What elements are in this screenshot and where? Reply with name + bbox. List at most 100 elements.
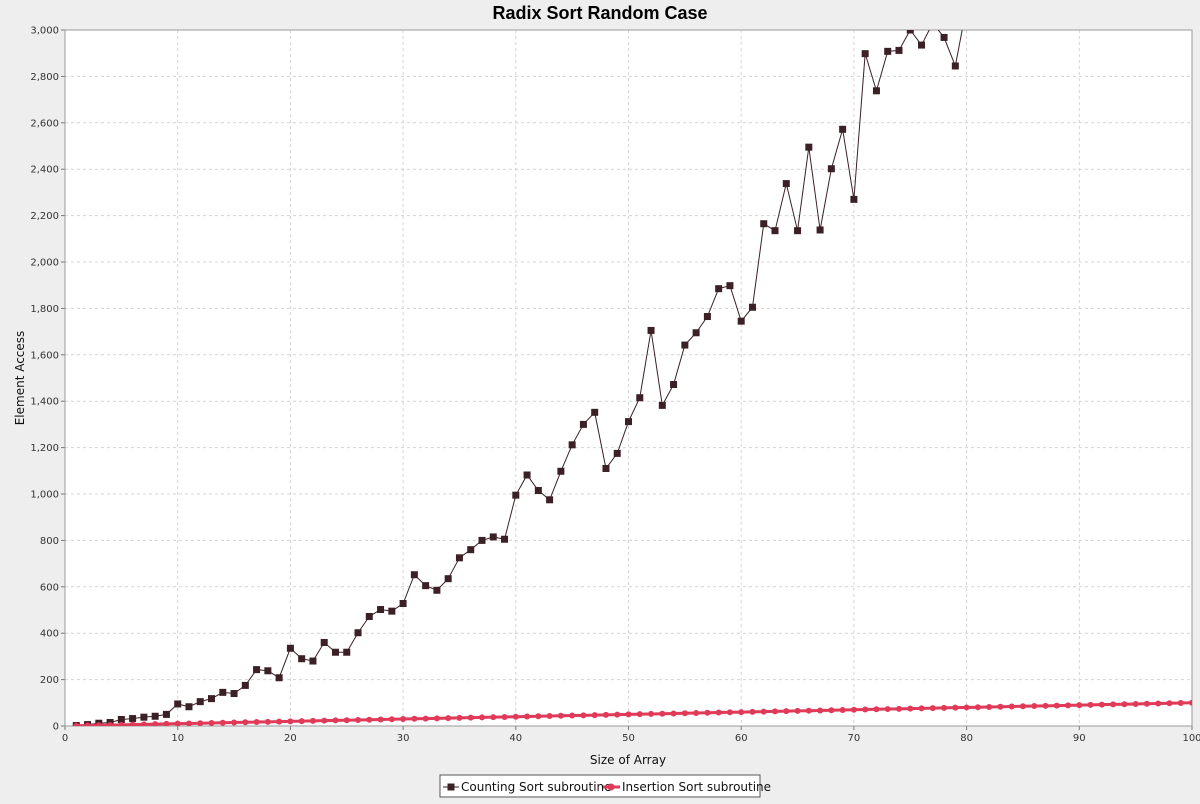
data-point [1143,700,1150,707]
series-counting-sort-subroutine [72,30,963,726]
data-point [242,719,249,726]
data-point [681,710,688,717]
data-point [501,535,509,543]
data-point [1121,701,1128,708]
data-point [332,717,339,724]
x-tick-label: 0 [62,733,68,744]
data-point [298,718,305,725]
data-point [365,612,373,620]
data-point [636,394,644,402]
data-point [986,703,993,710]
y-tick-label: 0 [53,722,59,733]
data-point [287,718,294,725]
data-point [501,713,508,720]
data-point [411,715,418,722]
data-point [1189,699,1192,706]
data-point [1031,703,1038,710]
data-point [794,707,801,714]
data-point [276,718,283,725]
data-point [546,713,553,720]
data-point [275,674,283,682]
data-point [726,282,734,290]
data-point [873,706,880,713]
data-point [748,303,756,311]
data-point [715,709,722,716]
data-point [400,716,407,723]
data-point [940,33,948,41]
data-point [129,721,136,726]
data-point [817,707,824,714]
data-point [152,721,159,726]
data-point [321,717,328,724]
y-tick-label: 2,400 [30,165,59,176]
legend-box [439,774,761,798]
data-point [118,721,125,726]
data-point [839,706,846,713]
data-point [816,226,824,234]
data-point [692,329,700,337]
data-point [422,582,430,590]
data-point [1155,700,1162,707]
y-tick-label: 1,600 [30,350,59,361]
data-point [963,704,970,711]
data-point [231,719,238,726]
data-point [117,716,125,724]
data-point [1053,702,1060,709]
data-point [151,712,159,720]
data-point [783,708,790,715]
data-point [535,713,542,720]
data-point [850,706,857,713]
data-point [174,720,181,726]
data-point [163,720,170,726]
data-point [523,471,531,479]
x-tick-label: 30 [397,733,410,744]
data-point [388,607,396,615]
y-tick-label: 400 [40,629,59,640]
data-point [1177,700,1184,707]
data-point [196,698,204,706]
data-point [839,125,847,133]
data-point [489,533,497,541]
data-point [738,709,745,716]
data-point [241,681,249,689]
data-point [737,317,745,325]
data-point [546,496,554,504]
data-point [636,711,643,718]
legend-marker-insertion-sort [607,783,615,791]
data-point [343,648,351,656]
data-point [433,586,441,594]
data-point [670,710,677,717]
data-point [658,401,666,409]
data-point [771,227,779,235]
data-point [884,47,892,55]
data-point [895,705,902,712]
data-point [918,705,925,712]
data-point [929,705,936,712]
data-point [410,571,418,579]
data-point [1065,702,1072,709]
data-point [760,220,768,228]
data-point [534,487,542,495]
data-point [591,408,599,416]
data-point [568,441,576,449]
data-point [467,546,475,554]
data-point [264,718,271,725]
data-point [659,710,666,717]
x-tick-label: 100 [1182,733,1200,744]
y-tick-label: 1,400 [30,397,59,408]
data-point [355,716,362,723]
data-point [681,341,689,349]
data-point [1008,703,1015,710]
data-point [974,704,981,711]
data-point [1098,701,1105,708]
y-tick-label: 2,600 [30,118,59,129]
data-point [219,719,226,726]
data-point [670,380,678,388]
data-point [941,704,948,711]
data-point [512,491,520,499]
data-point [264,667,272,675]
legend-item-counting-sort: Counting Sort subroutine [443,780,612,794]
data-point [253,666,261,674]
data-point [490,714,497,721]
data-point [1076,702,1083,709]
